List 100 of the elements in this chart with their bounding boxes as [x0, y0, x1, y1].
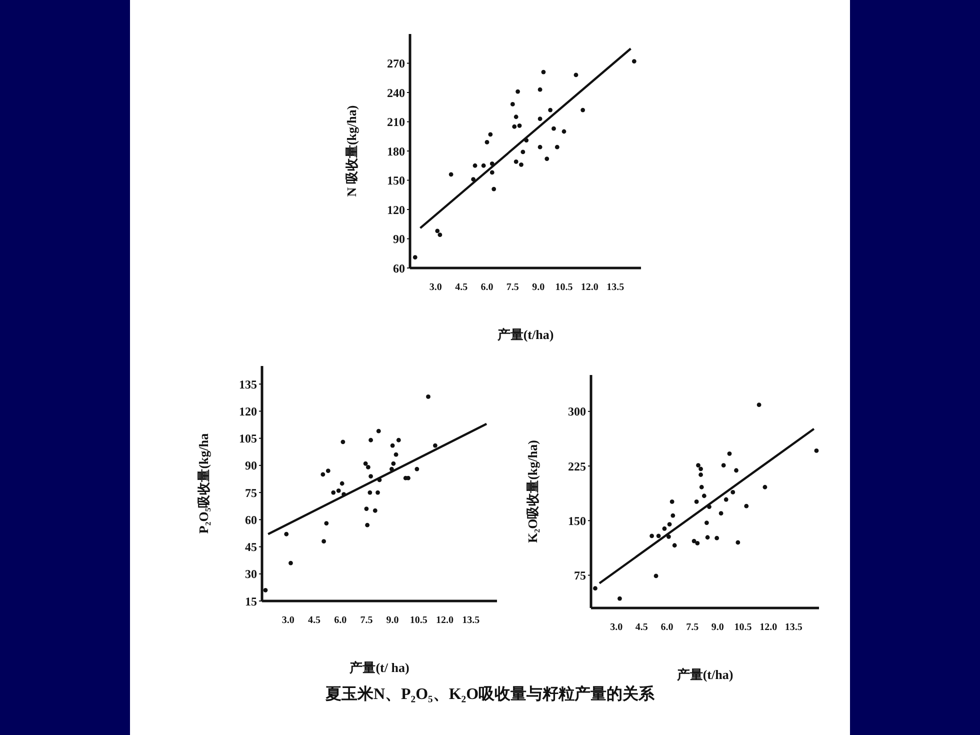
point — [727, 451, 732, 456]
x-tick-label: 9.0 — [711, 622, 724, 633]
point — [376, 428, 381, 434]
x-tick-label: 13.5 — [462, 615, 480, 626]
x-tick-label: 7.5 — [506, 282, 519, 293]
x-tick-label: 6.0 — [480, 282, 494, 293]
x-axis-title: 产量(t/ha) — [676, 667, 734, 682]
y-axis-title: P₂O₅吸收量(kg/ha — [196, 432, 211, 534]
point — [514, 160, 518, 164]
point — [414, 466, 420, 472]
point — [512, 124, 517, 129]
y-tick-label: 15 — [245, 594, 257, 608]
point — [376, 490, 380, 495]
point — [331, 490, 336, 495]
y-tick-label: 45 — [245, 540, 257, 554]
point — [694, 499, 699, 504]
point — [288, 560, 293, 566]
x-axis-title: 产量(t/ha) — [496, 327, 554, 342]
x-tick-label: 12.0 — [436, 615, 454, 626]
point — [538, 116, 542, 122]
point — [394, 452, 398, 457]
point — [340, 440, 346, 444]
point — [326, 468, 330, 474]
x-tick-label: 6.0 — [334, 615, 347, 626]
point — [541, 70, 546, 74]
y-tick-label: 90 — [393, 232, 405, 246]
point — [554, 144, 560, 150]
x-tick-label: 12.0 — [760, 622, 778, 633]
point — [488, 132, 493, 137]
point — [696, 463, 700, 468]
y-tick-label: 225 — [568, 459, 586, 474]
y-tick-label: 300 — [568, 404, 586, 419]
point — [426, 394, 430, 399]
point — [368, 474, 373, 478]
point — [490, 170, 494, 175]
x-tick-label: 13.5 — [784, 622, 802, 633]
x-tick-label: 9.0 — [532, 282, 545, 293]
point — [662, 526, 667, 531]
point — [670, 513, 676, 518]
point — [538, 87, 542, 92]
point — [320, 472, 326, 477]
x-tick-label: 9.0 — [386, 615, 399, 626]
point — [562, 129, 566, 134]
point — [580, 108, 586, 112]
y-axis-title: N 吸收量(kg/ha) — [344, 105, 359, 197]
point — [438, 232, 442, 238]
x-tick-label: 3.0 — [282, 615, 294, 626]
y-tick-label: 135 — [239, 377, 257, 392]
point — [510, 102, 515, 106]
y-tick-label: 75 — [245, 486, 257, 500]
point — [516, 89, 520, 94]
y-tick-label: 60 — [393, 261, 405, 276]
point — [670, 499, 674, 504]
point — [632, 59, 636, 64]
point — [552, 126, 556, 131]
x-tick-label: 10.5 — [410, 615, 428, 626]
point — [762, 484, 768, 490]
y-tick-label: 120 — [387, 202, 405, 217]
x-tick-label: 10.5 — [734, 622, 752, 633]
x-tick-label: 4.5 — [635, 622, 648, 633]
y-tick-label: 210 — [387, 115, 405, 130]
point — [730, 490, 736, 494]
point — [368, 438, 373, 442]
point — [390, 443, 395, 448]
point — [756, 402, 762, 408]
point — [544, 156, 550, 161]
point — [363, 461, 368, 466]
text: 夏玉米N、P₂O₅、K₂O吸收量与籽粒产量的关系 — [324, 684, 656, 705]
x-tick-label: 7.5 — [360, 615, 373, 626]
point — [734, 468, 738, 473]
point — [714, 536, 720, 540]
point — [654, 574, 658, 578]
point — [406, 476, 410, 480]
point — [593, 586, 598, 591]
y-tick-label: 30 — [245, 567, 257, 582]
point — [718, 511, 724, 516]
point — [699, 484, 704, 490]
point — [618, 596, 622, 601]
point — [366, 465, 370, 470]
point — [433, 443, 438, 448]
point — [396, 438, 401, 442]
point — [538, 144, 542, 150]
y-tick-label: 105 — [239, 432, 257, 446]
point — [340, 481, 344, 486]
point — [744, 504, 749, 508]
point — [391, 461, 396, 466]
y-tick-label: 90 — [245, 458, 257, 473]
point — [364, 506, 369, 512]
point — [672, 543, 677, 548]
point — [666, 534, 671, 539]
point — [520, 150, 526, 154]
x-tick-label: 3.0 — [429, 282, 442, 293]
x-tick-label: 7.5 — [686, 622, 699, 633]
point — [702, 494, 706, 498]
point — [698, 466, 703, 472]
point — [705, 535, 710, 540]
point — [365, 522, 370, 528]
point — [472, 163, 478, 168]
x-tick-label: 4.5 — [455, 282, 468, 293]
point — [484, 140, 490, 144]
